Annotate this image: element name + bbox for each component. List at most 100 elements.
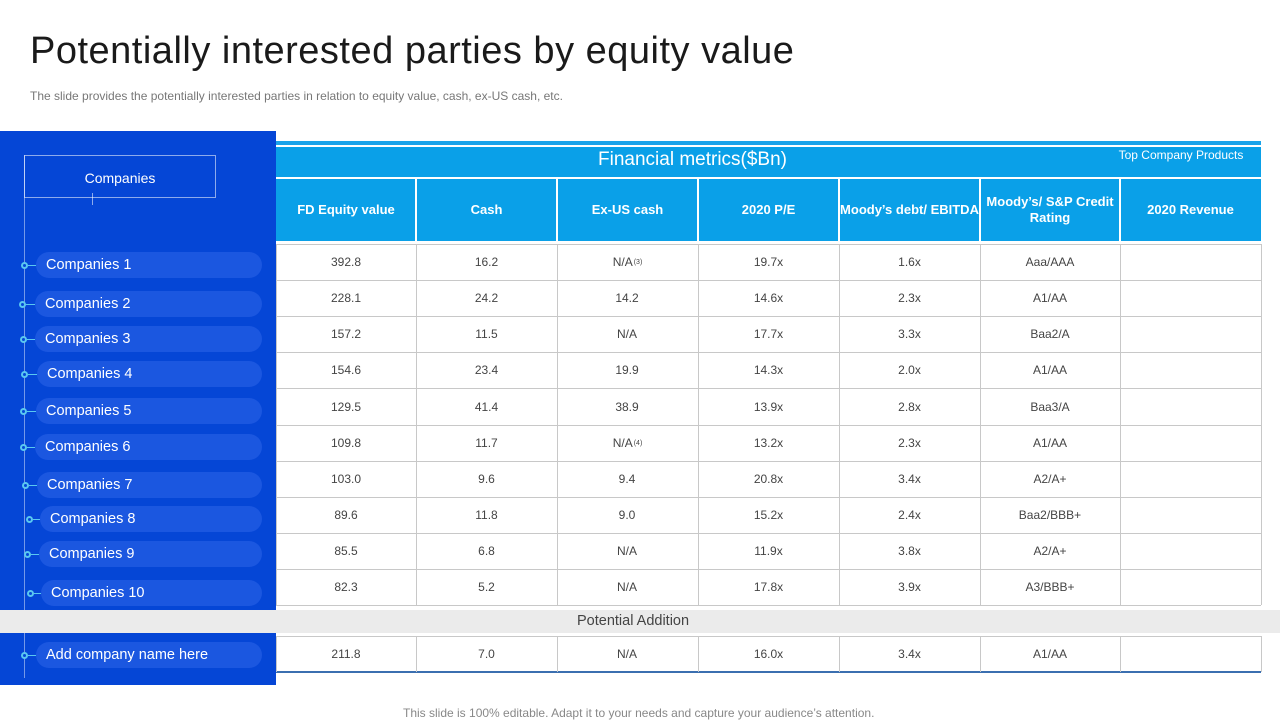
table-cell: 14.3x: [698, 352, 839, 388]
table-cell: 13.9x: [698, 388, 839, 425]
table-cell: 24.2: [416, 280, 557, 316]
row-divider: [276, 461, 1261, 462]
cell-value: A1/AA: [1032, 363, 1068, 377]
table-cell: [1120, 569, 1261, 605]
cell-value: 9.4: [618, 472, 636, 486]
table-cell: N/A (3): [557, 244, 698, 280]
table-cell: 154.6: [276, 352, 416, 388]
bullet-dot-icon: [26, 516, 33, 523]
company-item-2[interactable]: Companies 2: [35, 291, 262, 317]
company-item-9[interactable]: Companies 9: [39, 541, 262, 567]
table-cell: 11.7: [416, 425, 557, 461]
bullet-connector: [28, 655, 36, 656]
table-cell: [1120, 461, 1261, 497]
table-cell: 109.8: [276, 425, 416, 461]
slide-title: Potentially interested parties by equity…: [30, 30, 795, 72]
footnote-marker: (4): [633, 439, 643, 447]
cell-value: 3.4x: [898, 472, 921, 486]
table-cell: 19.7x: [698, 244, 839, 280]
cell-value: 103.0: [330, 472, 362, 486]
row-divider: [276, 244, 1261, 245]
cell-value: N/A: [616, 544, 637, 558]
company-item-7[interactable]: Companies 7: [37, 472, 262, 498]
table-top-rule: [276, 141, 1261, 145]
table-cell: 9.0: [557, 497, 698, 533]
table-cell: A3/BBB+: [980, 569, 1120, 605]
column-header-4: 2020 P/E: [741, 202, 796, 217]
cell-value: 2.0x: [898, 363, 921, 377]
table-cell: 89.6: [276, 497, 416, 533]
table-cell: 9.6: [416, 461, 557, 497]
company-item-4[interactable]: Companies 4: [37, 361, 262, 387]
row-divider: [276, 425, 1261, 426]
cell-value: 109.8: [330, 436, 362, 450]
table-cell: 23.4: [416, 352, 557, 388]
cell-value: 13.2x: [753, 436, 784, 450]
column-divider: [839, 244, 840, 605]
column-divider: [416, 244, 417, 605]
bullet-connector: [27, 339, 35, 340]
table-cell: [1120, 533, 1261, 569]
table-cell: 103.0: [276, 461, 416, 497]
cell-value: 5.2: [478, 580, 495, 594]
header-separator: [697, 179, 699, 241]
column-divider: [1120, 636, 1121, 672]
cell-value: Baa2/A: [1030, 327, 1070, 341]
column-divider: [1261, 636, 1262, 672]
bullet-connector: [28, 265, 36, 266]
table-cell: [1120, 388, 1261, 425]
cell-value: 82.3: [334, 580, 358, 594]
table-cell: 20.8x: [698, 461, 839, 497]
cell-value: 13.9x: [753, 399, 784, 414]
table-cell: [1120, 425, 1261, 461]
bullet-dot-icon: [21, 371, 28, 378]
companies-header-box: Companies: [24, 155, 216, 198]
cell-value: 14.3x: [753, 363, 784, 377]
bullet-dot-icon: [24, 551, 31, 558]
row-divider: [276, 280, 1261, 281]
table-cell: Baa2/A: [980, 316, 1120, 352]
cell-value: A3/BBB+: [1025, 580, 1075, 594]
cell-value: N/A: [616, 647, 637, 661]
table-cell: Baa2/BBB+: [980, 497, 1120, 533]
column-divider: [276, 244, 277, 605]
column-divider: [980, 636, 981, 672]
table-cell: [1120, 280, 1261, 316]
company-item-8[interactable]: Companies 8: [40, 506, 262, 532]
top-company-products-label: Top Company Products: [1118, 148, 1244, 162]
bullet-connector: [28, 374, 37, 375]
column-divider: [980, 244, 981, 605]
company-item-3[interactable]: Companies 3: [35, 326, 262, 352]
cell-value: 11.8: [475, 508, 498, 522]
cell-value: 20.8x: [753, 472, 784, 486]
table-cell: A1/AA: [980, 352, 1120, 388]
table-cell: 17.7x: [698, 316, 839, 352]
table-cell: 2.3x: [839, 280, 980, 316]
add-company-item[interactable]: Add company name here: [36, 642, 262, 668]
footnote-marker: (3): [633, 258, 643, 266]
slide-subtitle: The slide provides the potentially inter…: [30, 89, 563, 103]
company-item-6[interactable]: Companies 6: [35, 434, 262, 460]
table-cell: N/A: [557, 533, 698, 569]
company-item-5[interactable]: Companies 5: [36, 398, 262, 424]
table-cell: 157.2: [276, 316, 416, 352]
table-cell: Aaa/AAA: [980, 244, 1120, 280]
companies-header-tick: [92, 193, 93, 205]
column-header-3: Ex-US cash: [591, 202, 664, 217]
header-separator: [556, 179, 558, 241]
table-cell: 85.5: [276, 533, 416, 569]
potential-addition-bar: [0, 610, 1280, 633]
cell-value: A1/AA: [1032, 647, 1068, 661]
cell-value: 228.1: [330, 291, 362, 305]
table-cell: 17.8x: [698, 569, 839, 605]
cell-value: 157.2: [330, 327, 362, 341]
company-item-10[interactable]: Companies 10: [41, 580, 262, 606]
table-cell: 211.8: [276, 636, 416, 672]
table-cell: 38.9: [557, 388, 698, 425]
company-item-1[interactable]: Companies 1: [36, 252, 262, 278]
table-cell: 6.8: [416, 533, 557, 569]
cell-value: 23.4: [474, 363, 499, 377]
cell-value: 24.2: [474, 291, 499, 305]
table-cell: 13.2x: [698, 425, 839, 461]
cell-value: N/A: [612, 255, 633, 269]
